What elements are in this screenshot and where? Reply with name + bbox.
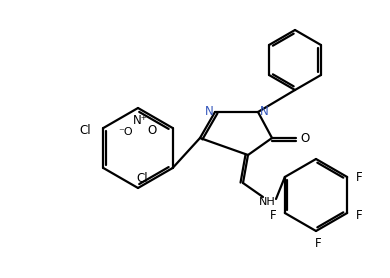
- Text: Cl: Cl: [80, 123, 91, 136]
- Text: N: N: [260, 105, 268, 118]
- Text: F: F: [356, 170, 362, 183]
- Text: F: F: [315, 237, 321, 249]
- Text: N⁺: N⁺: [133, 113, 147, 126]
- Text: N: N: [205, 105, 213, 118]
- Text: Cl: Cl: [136, 172, 148, 185]
- Text: ⁻O: ⁻O: [119, 127, 133, 137]
- Text: O: O: [147, 123, 157, 136]
- Text: O: O: [300, 131, 310, 145]
- Text: F: F: [269, 208, 276, 222]
- Text: NH: NH: [259, 197, 275, 207]
- Text: F: F: [356, 208, 362, 222]
